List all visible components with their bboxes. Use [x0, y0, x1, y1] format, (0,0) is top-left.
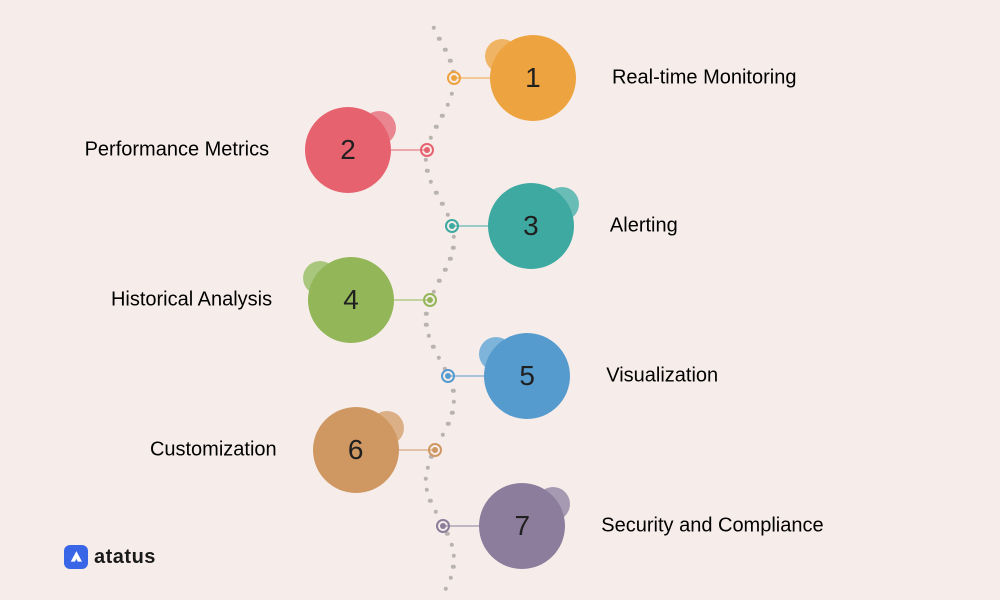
- step-label: Alerting: [610, 215, 678, 238]
- spine-dot: [425, 488, 429, 492]
- spine-dot: [437, 37, 441, 41]
- step-label: Performance Metrics: [85, 139, 270, 162]
- spine-dot: [434, 125, 438, 129]
- spine-dot: [452, 235, 456, 239]
- spine-dot: [451, 389, 455, 393]
- step-number: 3: [523, 210, 539, 242]
- spine-dot: [451, 246, 455, 250]
- spine-dot: [429, 136, 433, 140]
- step-number: 1: [525, 62, 541, 94]
- spine-dot: [437, 356, 441, 360]
- spine-dot: [440, 114, 444, 118]
- connector-line: [452, 226, 488, 227]
- spine-dot: [443, 268, 447, 272]
- connector-line: [448, 376, 484, 377]
- spine-dot: [448, 59, 452, 63]
- step-circle: 6: [313, 407, 399, 493]
- spine-dot: [446, 213, 450, 217]
- spine-dot: [434, 191, 438, 195]
- spine-dot: [450, 92, 454, 96]
- step-circle: 2: [305, 107, 391, 193]
- brand-name: atatus: [94, 546, 156, 569]
- step-number: 6: [348, 434, 364, 466]
- spine-dot: [425, 169, 429, 173]
- spine-dot: [431, 26, 435, 30]
- spine-dot: [446, 103, 450, 107]
- step-number: 5: [519, 360, 535, 392]
- step-number: 7: [514, 510, 530, 542]
- connector-line: [443, 526, 479, 527]
- spine-dot: [424, 477, 428, 481]
- spine-dot: [431, 345, 435, 349]
- spine-dot: [444, 587, 448, 591]
- infographic-canvas: 1 Real-time Monitoring 2 Performance Metric…: [0, 0, 1000, 600]
- step-circle: 4: [308, 257, 394, 343]
- spine-dot: [441, 433, 445, 437]
- step-circle: 1: [490, 35, 576, 121]
- spine-dot: [450, 411, 454, 415]
- brand-logo-icon: [64, 545, 88, 569]
- spine-dot: [433, 510, 437, 514]
- spine-dot: [425, 466, 429, 470]
- spine-dot: [449, 543, 453, 547]
- spine-dot: [446, 422, 450, 426]
- connector-line: [391, 150, 427, 151]
- spine-dot: [426, 334, 430, 338]
- step-number: 2: [340, 134, 356, 166]
- connector-line: [399, 450, 435, 451]
- brand: atatus: [64, 545, 156, 569]
- step-circle: 3: [488, 183, 574, 269]
- step-label: Customization: [150, 439, 277, 462]
- spine-dot: [428, 499, 432, 503]
- spine-dot: [443, 48, 447, 52]
- step-label: Historical Analysis: [111, 289, 272, 312]
- step-label: Security and Compliance: [601, 515, 823, 538]
- step-label: Visualization: [606, 365, 718, 388]
- spine-dot: [429, 180, 433, 184]
- spine-dot: [448, 257, 452, 261]
- spine-dot: [437, 279, 441, 283]
- spine-dot: [424, 158, 428, 162]
- step-circle: 7: [479, 483, 565, 569]
- spine-dot: [451, 565, 455, 569]
- spine-dot: [452, 400, 456, 404]
- connector-line: [454, 78, 490, 79]
- spine-dot: [448, 576, 452, 580]
- step-label: Real-time Monitoring: [612, 67, 797, 90]
- spine-dot: [424, 312, 428, 316]
- step-number: 4: [343, 284, 359, 316]
- spine-dot: [452, 554, 456, 558]
- step-circle: 5: [484, 333, 570, 419]
- connector-line: [394, 300, 430, 301]
- spine-dot: [424, 323, 428, 327]
- spine-dot: [440, 202, 444, 206]
